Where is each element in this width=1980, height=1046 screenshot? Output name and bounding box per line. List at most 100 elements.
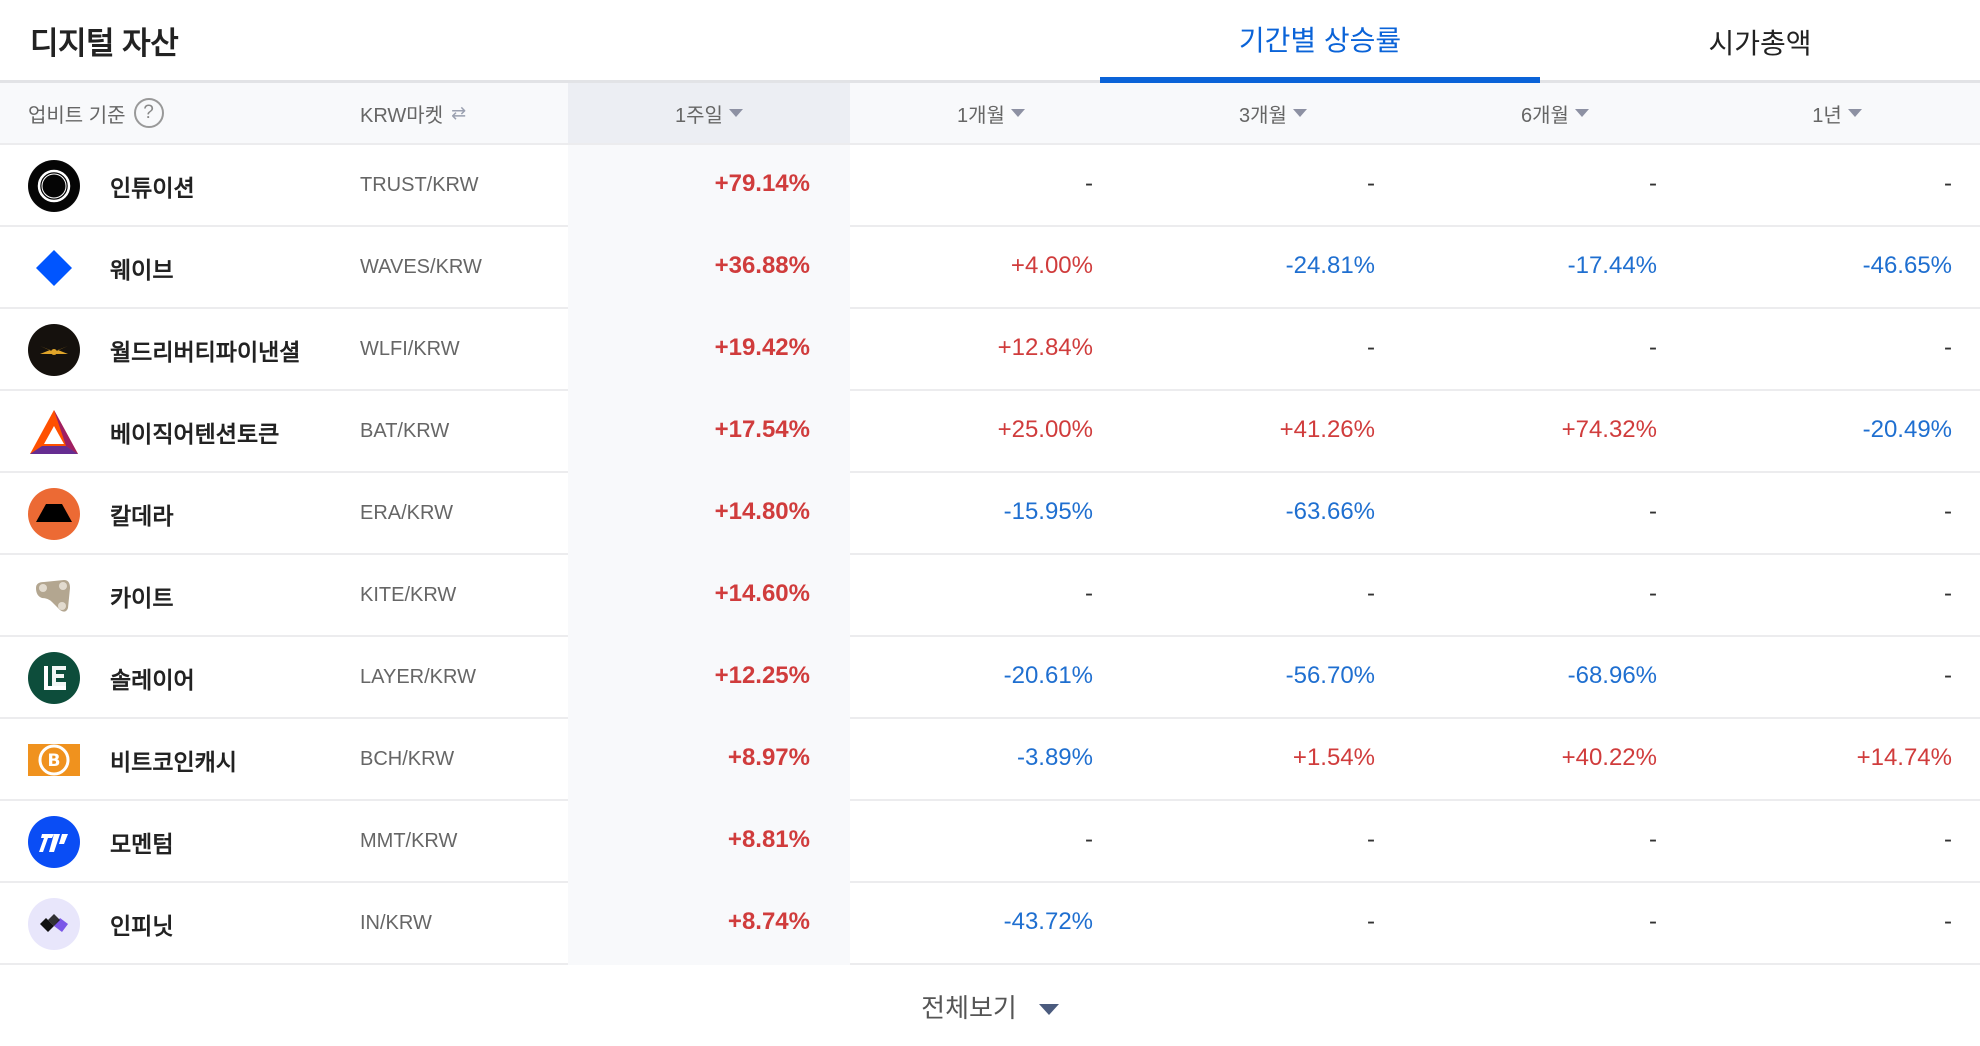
change-1week: +12.25% — [714, 662, 810, 689]
change-1month: - — [1085, 170, 1093, 197]
market-label: KRW마켓 — [360, 104, 444, 127]
change-1year: - — [1944, 580, 1952, 607]
change-3month: - — [1367, 334, 1375, 361]
change-1week: +36.88% — [714, 252, 810, 279]
change-1week: +79.14% — [714, 170, 810, 197]
column-label: 1개월 — [957, 104, 1005, 127]
svg-text:B: B — [48, 751, 61, 771]
column-header-6month[interactable]: 6개월 — [1414, 83, 1696, 143]
coin-pair: TRUST/KRW — [360, 174, 479, 196]
change-1month: -20.61% — [1003, 662, 1093, 689]
change-1month: -43.72% — [1003, 908, 1093, 935]
coin-name[interactable]: 카이트 — [110, 585, 174, 611]
change-1week: +8.97% — [727, 744, 810, 771]
column-header-base: 업비트 기준 ? — [28, 83, 164, 143]
change-6month: - — [1649, 580, 1657, 607]
change-3month: - — [1367, 170, 1375, 197]
change-1year: -20.49% — [1862, 416, 1952, 443]
caldera-logo-icon — [28, 488, 80, 540]
coin-pair: MMT/KRW — [360, 830, 458, 852]
change-1month: +12.84% — [997, 334, 1093, 361]
table-row[interactable]: 인튜이션 TRUST/KRW +79.14% - - - - — [0, 145, 1980, 227]
table-row[interactable]: 웨이브 WAVES/KRW +36.88% +4.00% -24.81% -17… — [0, 227, 1980, 309]
change-1month: - — [1085, 580, 1093, 607]
change-3month: -63.66% — [1285, 498, 1375, 525]
change-3month: -56.70% — [1285, 662, 1375, 689]
sort-caret-icon — [728, 109, 743, 117]
coin-pair: BCH/KRW — [360, 748, 455, 770]
infinit-logo-icon — [28, 898, 80, 950]
table-row[interactable]: 카이트 KITE/KRW +14.60% - - - - — [0, 555, 1980, 637]
coin-pair: ERA/KRW — [360, 502, 453, 524]
intuition-logo-icon — [28, 160, 80, 212]
change-1week: +14.60% — [714, 580, 810, 607]
change-1month: -15.95% — [1003, 498, 1093, 525]
table-row[interactable]: 칼데라 ERA/KRW +14.80% -15.95% -63.66% - - — [0, 473, 1980, 555]
change-6month: - — [1649, 908, 1657, 935]
coin-name[interactable]: 베이직어텐션토큰 — [110, 421, 280, 447]
column-header-1month[interactable]: 1개월 — [850, 83, 1132, 143]
change-1week: +17.54% — [714, 416, 810, 443]
table-row[interactable]: 월드리버티파이낸셜 WLFI/KRW +19.42% +12.84% - - - — [0, 309, 1980, 391]
coin-name[interactable]: 인튜이션 — [110, 175, 195, 201]
change-1month: -3.89% — [1016, 744, 1093, 771]
column-header-1week[interactable]: 1주일 — [568, 83, 850, 143]
sort-caret-icon — [1574, 109, 1589, 117]
change-6month: +74.32% — [1561, 416, 1657, 443]
change-1week: +14.80% — [714, 498, 810, 525]
column-label: 6개월 — [1521, 104, 1569, 127]
change-1year: - — [1944, 662, 1952, 689]
chevron-down-icon — [1038, 1003, 1059, 1015]
change-1week: +8.74% — [727, 908, 810, 935]
change-6month: - — [1649, 170, 1657, 197]
page-title: 디지털 자산 — [30, 26, 179, 61]
change-3month: +1.54% — [1292, 744, 1375, 771]
change-1month: +4.00% — [1010, 252, 1093, 279]
table-row[interactable]: B 비트코인캐시 BCH/KRW +8.97% -3.89% +1.54% +4… — [0, 719, 1980, 801]
coin-pair: BAT/KRW — [360, 420, 450, 442]
table-row[interactable]: 모멘텀 MMT/KRW +8.81% - - - - — [0, 801, 1980, 883]
wlfi-logo-icon — [28, 324, 80, 376]
coin-name[interactable]: 인피닛 — [110, 913, 174, 939]
column-header-market[interactable]: KRW마켓 ⇄ — [360, 83, 466, 143]
coin-name[interactable]: 솔레이어 — [110, 667, 195, 693]
view-all-label: 전체보기 — [921, 992, 1017, 1023]
change-6month: -17.44% — [1567, 252, 1657, 279]
coin-name[interactable]: 칼데라 — [110, 503, 174, 529]
change-1year: +14.74% — [1856, 744, 1952, 771]
column-label: 1주일 — [675, 104, 723, 127]
column-header-1year[interactable]: 1년 — [1696, 83, 1978, 143]
table-row[interactable]: 솔레이어 LAYER/KRW +12.25% -20.61% -56.70% -… — [0, 637, 1980, 719]
change-1year: - — [1944, 498, 1952, 525]
coin-name[interactable]: 월드리버티파이낸셜 — [110, 339, 301, 365]
column-header-3month[interactable]: 3개월 — [1132, 83, 1414, 143]
coin-pair: KITE/KRW — [360, 584, 457, 606]
help-icon[interactable]: ? — [133, 98, 164, 128]
table-footer: 전체보기 — [0, 966, 1980, 1046]
table-header: 업비트 기준 ? KRW마켓 ⇄ 1주일 1개월 3개월 6개월 1년 — [0, 83, 1980, 145]
sort-caret-icon — [1010, 109, 1025, 117]
coin-name[interactable]: 웨이브 — [110, 257, 174, 283]
coin-name[interactable]: 모멘텀 — [110, 831, 174, 857]
tab-period-returns[interactable]: 기간별 상승률 — [1100, 0, 1540, 83]
table-row[interactable]: 인피닛 IN/KRW +8.74% -43.72% - - - — [0, 883, 1980, 965]
table-row[interactable]: 베이직어텐션토큰 BAT/KRW +17.54% +25.00% +41.26%… — [0, 391, 1980, 473]
swap-icon: ⇄ — [451, 102, 467, 123]
momentum-logo-icon — [28, 816, 80, 868]
waves-logo-icon — [28, 242, 80, 294]
top-bar: 디지털 자산 기간별 상승률 시가총액 — [0, 0, 1980, 83]
tab-market-cap[interactable]: 시가총액 — [1708, 27, 1812, 59]
change-3month: - — [1367, 908, 1375, 935]
sort-caret-icon — [1292, 109, 1307, 117]
change-3month: - — [1367, 580, 1375, 607]
bch-logo-icon: B — [28, 734, 80, 786]
coin-pair: IN/KRW — [360, 912, 432, 934]
bat-logo-icon — [28, 406, 80, 458]
coin-name[interactable]: 비트코인캐시 — [110, 749, 237, 775]
change-6month: - — [1649, 498, 1657, 525]
change-6month: - — [1649, 334, 1657, 361]
view-all-button[interactable]: 전체보기 — [921, 988, 1059, 1025]
solayer-logo-icon — [28, 652, 80, 704]
change-6month: +40.22% — [1561, 744, 1657, 771]
column-label: 3개월 — [1239, 104, 1287, 127]
